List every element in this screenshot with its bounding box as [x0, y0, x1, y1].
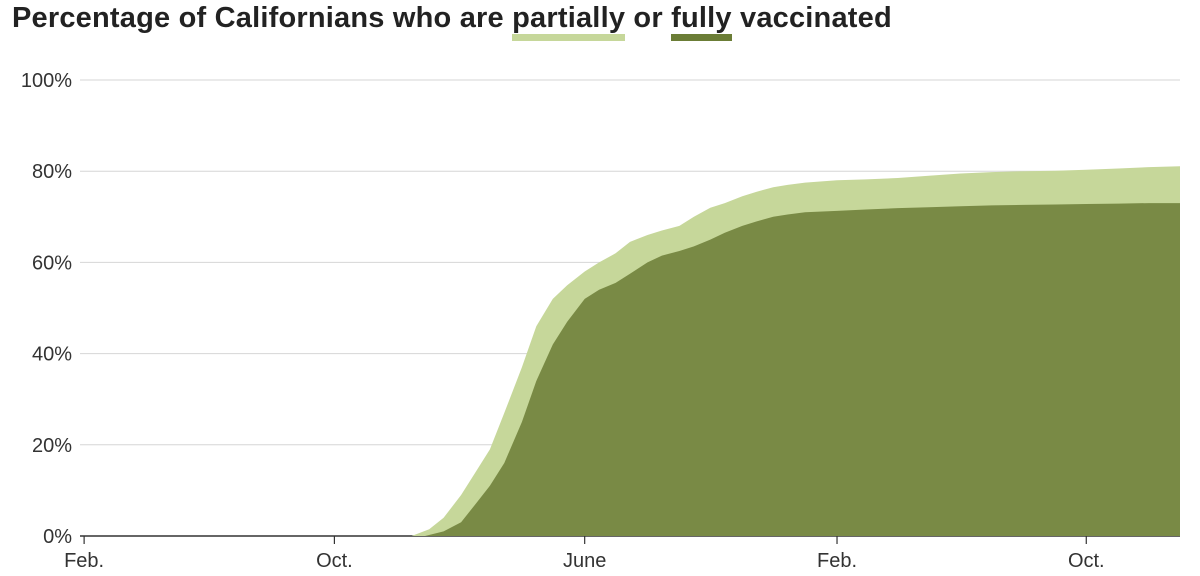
y-tick-label: 0% [43, 526, 72, 548]
title-middle: or [633, 2, 663, 34]
area-series [411, 166, 1181, 536]
chart-title: Percentage of Californians who are parti… [12, 2, 892, 41]
y-tick-label: 60% [32, 252, 72, 274]
y-tick-label: 100% [21, 70, 72, 92]
full-legend-key: fully [671, 2, 732, 41]
y-tick-label: 20% [32, 435, 72, 457]
x-tick-label: June [563, 550, 606, 572]
title-suffix: vaccinated [739, 2, 892, 34]
partial-legend-key: partially [512, 2, 626, 41]
x-tick-label: Oct. [316, 550, 353, 572]
x-tick-label: Feb. [817, 550, 857, 572]
y-tick-label: 80% [32, 161, 72, 183]
title-prefix: Percentage of Californians who are [12, 2, 504, 34]
x-axis-ticks: Feb. Oct. June Feb. Oct. [64, 536, 1105, 572]
x-tick-label: Feb. [64, 550, 104, 572]
y-axis-ticks: 0% 20% 40% 60% 80% 100% [21, 70, 72, 548]
full-vaccinated-area [425, 203, 1180, 536]
y-tick-label: 40% [32, 344, 72, 366]
x-tick-label: Oct. [1068, 550, 1105, 572]
